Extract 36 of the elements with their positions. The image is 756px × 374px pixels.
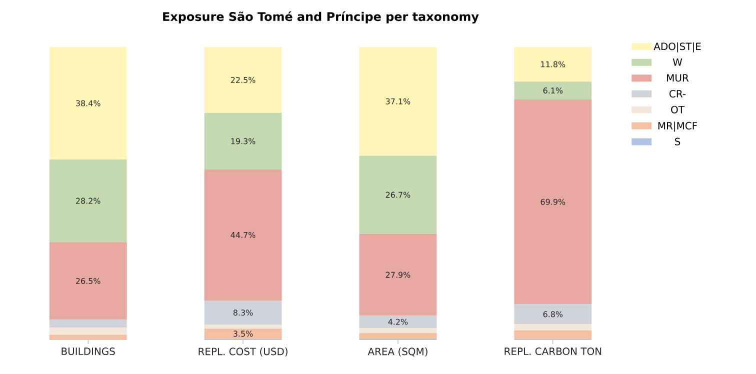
bar bbox=[359, 316, 437, 328]
legend-label: CR- bbox=[670, 90, 686, 98]
x-tick-label: BUILDINGS bbox=[62, 348, 115, 356]
bar bbox=[204, 46, 282, 113]
legend-label: MR|MCF bbox=[658, 122, 697, 132]
bar bbox=[204, 324, 282, 329]
legend-label: S bbox=[674, 138, 680, 146]
bar bbox=[49, 334, 127, 340]
bar bbox=[514, 82, 592, 100]
bar bbox=[49, 320, 127, 328]
bar bbox=[514, 304, 592, 324]
bar bbox=[359, 328, 437, 333]
bar bbox=[204, 328, 282, 339]
bar bbox=[49, 46, 127, 160]
bar bbox=[359, 332, 437, 339]
legend-label: W bbox=[672, 58, 682, 66]
bar bbox=[359, 156, 437, 234]
bar bbox=[514, 330, 592, 340]
bar bbox=[359, 234, 437, 316]
bar bbox=[204, 169, 282, 300]
legend-label: OT bbox=[671, 106, 684, 114]
x-tick-label: AREA (SQM) bbox=[368, 348, 428, 356]
legend-label: ADO|ST|E bbox=[654, 42, 701, 52]
bar bbox=[514, 46, 592, 82]
x-tick-label: REPL. COST (USD) bbox=[198, 348, 288, 356]
legend-label: MUR bbox=[667, 74, 689, 82]
bar bbox=[514, 99, 592, 304]
chart-title: Exposure São Tomé and Príncipe per taxonomy bbox=[163, 11, 479, 24]
bar bbox=[204, 112, 282, 170]
bar bbox=[359, 46, 437, 156]
bar bbox=[204, 300, 282, 325]
bar bbox=[514, 324, 592, 330]
x-tick-label: REPL. CARBON TON bbox=[504, 348, 602, 356]
bar bbox=[49, 328, 127, 335]
bar bbox=[49, 160, 127, 242]
bar bbox=[49, 242, 127, 320]
